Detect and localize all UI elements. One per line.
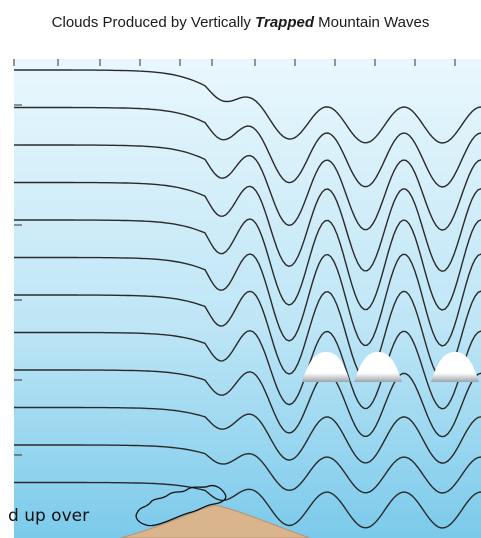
title-prefix: Clouds Produced by Vertically <box>51 14 256 31</box>
streamline <box>14 444 481 494</box>
streamline <box>14 329 481 410</box>
diagram-title: Clouds Produced by Vertically Trapped Mo… <box>0 14 481 31</box>
streamline <box>14 406 481 464</box>
streamline <box>14 69 481 144</box>
caption-text: d up over <box>8 506 90 526</box>
streamline <box>14 144 481 231</box>
title-suffix: Mountain Waves <box>314 14 430 31</box>
cap-cloud-icon <box>135 484 227 527</box>
panel-ticks <box>13 59 456 456</box>
sky-background <box>14 59 481 538</box>
lenticular-cloud <box>431 352 479 382</box>
streamline <box>14 290 481 380</box>
streamline <box>14 481 481 529</box>
lenticular-clouds <box>302 352 479 382</box>
mountain-icon <box>119 504 311 538</box>
streamlines <box>14 69 481 529</box>
lenticular-cloud <box>354 352 402 382</box>
streamline <box>14 106 481 188</box>
streamline <box>14 218 481 311</box>
streamline <box>14 369 481 438</box>
streamline <box>14 181 481 273</box>
streamline <box>14 253 481 347</box>
title-emphasis: Trapped <box>255 14 314 31</box>
lenticular-cloud <box>302 352 350 382</box>
